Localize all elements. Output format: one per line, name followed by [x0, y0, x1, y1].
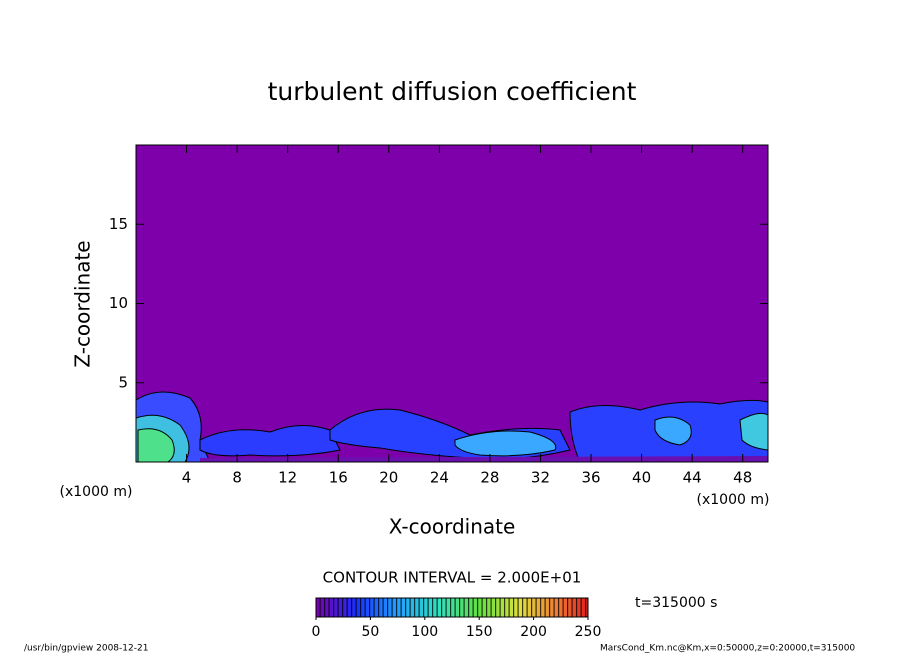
- x-tick-label: 36: [581, 469, 600, 487]
- y-tick-label: 10: [109, 294, 128, 312]
- x-axis-label: X-coordinate: [389, 515, 516, 539]
- x-tick-label: 8: [232, 469, 242, 487]
- x-unit: (x1000 m): [60, 484, 133, 500]
- time-label: t=315000 s: [635, 595, 717, 611]
- colorbar-tick-label: 200: [520, 624, 547, 640]
- contour-field: [136, 145, 768, 462]
- colorbar-frame: [315, 597, 589, 618]
- y-tick-label: 15: [109, 215, 128, 233]
- colorbar-tick-label: 150: [466, 624, 493, 640]
- contour-interval: CONTOUR INTERVAL = 2.000E+01: [323, 569, 582, 587]
- x-tick-label: 24: [430, 469, 449, 487]
- x-unit: (x1000 m): [697, 492, 770, 508]
- colorbar-tick-label: 250: [575, 624, 602, 640]
- colorbar-tick-label: 50: [361, 624, 379, 640]
- footer-right: MarsCond_Km.nc@Km,x=0:50000,z=0:20000,t=…: [600, 644, 855, 654]
- x-tick-label: 40: [632, 469, 651, 487]
- footer-left: /usr/bin/gpview 2008-12-21: [24, 644, 148, 654]
- x-tick-label: 48: [733, 469, 752, 487]
- y-axis-label: Z-coordinate: [71, 240, 95, 367]
- colorbar-tick-label: 0: [312, 624, 321, 640]
- x-tick-label: 16: [329, 469, 348, 487]
- x-tick-label: 28: [480, 469, 499, 487]
- x-tick-label: 20: [379, 469, 398, 487]
- x-tick-label: 4: [182, 469, 192, 487]
- colorbar-tick-label: 100: [411, 624, 438, 640]
- x-tick-label: 44: [683, 469, 702, 487]
- chart-title: turbulent diffusion coefficient: [268, 77, 637, 106]
- x-tick-label: 12: [278, 469, 297, 487]
- x-tick-label: 32: [531, 469, 550, 487]
- y-tick-label: 5: [118, 373, 128, 391]
